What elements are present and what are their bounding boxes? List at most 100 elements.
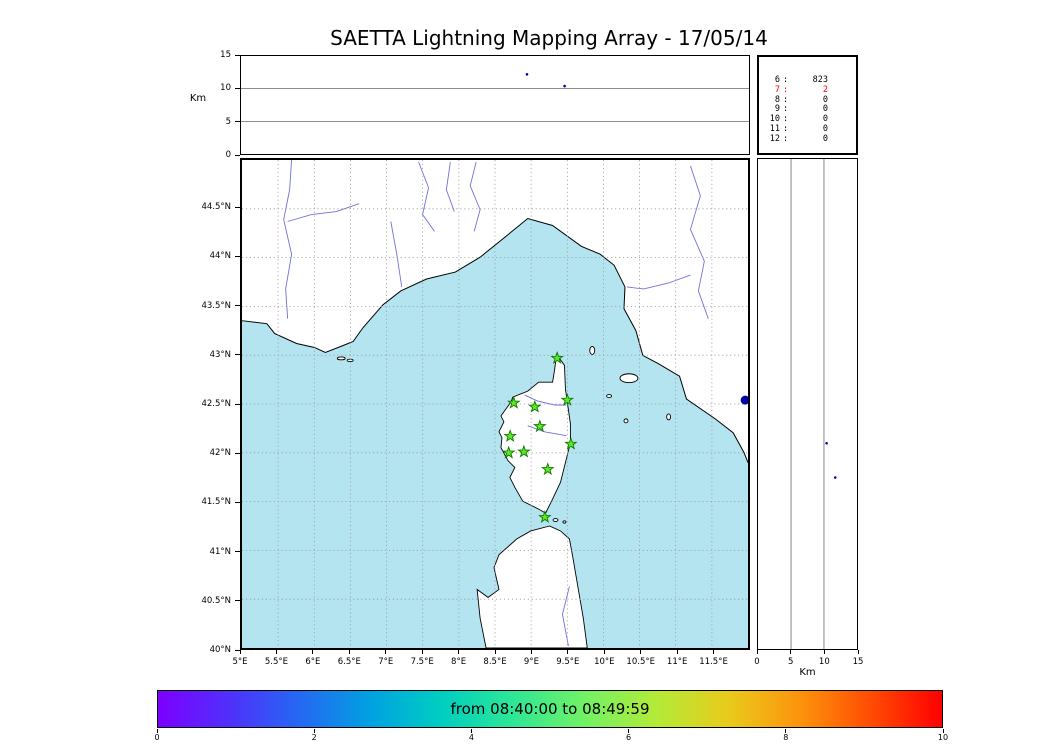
station-marker xyxy=(550,351,564,364)
longitude-tick-label: 5.5°E xyxy=(264,657,288,667)
station-marker xyxy=(503,429,517,443)
latitude-axis-tick-marks xyxy=(234,158,240,651)
alt-axis-tick-marks xyxy=(234,54,240,156)
longitude-tick-label: 8.5°E xyxy=(483,657,507,667)
station-count-n: 7 xyxy=(774,84,780,95)
latitude-tick-label: 40.5°N xyxy=(201,595,231,606)
station-count-colon: : xyxy=(783,84,789,95)
lightning-source-dot xyxy=(740,395,748,405)
lightning-source-dot xyxy=(825,441,828,445)
station-marker xyxy=(501,445,516,459)
altitude-latitude-canvas xyxy=(790,159,837,649)
tick-mark xyxy=(235,305,240,307)
colorbar-tick-label: 6 xyxy=(626,733,632,742)
tick-mark xyxy=(348,650,350,654)
tick-mark xyxy=(857,650,859,654)
sardinia xyxy=(476,525,588,648)
altitude-tick-label: 15 xyxy=(220,50,231,60)
map-canvas xyxy=(242,160,748,648)
lightning-source-dot xyxy=(833,476,837,479)
colorbar-tick-label: 4 xyxy=(468,733,474,742)
longitude-tick-label: 6.5°E xyxy=(337,657,361,667)
longitude-tick-label: 9.5°E xyxy=(556,657,580,667)
tick-mark xyxy=(628,729,630,733)
tick-mark xyxy=(156,729,158,733)
longitude-axis-tick-marks xyxy=(239,650,750,655)
longitude-tick-label: 11°E xyxy=(666,657,688,667)
tick-mark xyxy=(235,255,240,257)
tick-mark xyxy=(235,551,240,553)
tick-mark xyxy=(235,354,240,356)
latitude-tick-label: 42°N xyxy=(209,448,231,459)
altitude-latitude-panel xyxy=(757,158,858,650)
altitude-tick-label: 5 xyxy=(787,657,794,667)
mainland-coastline xyxy=(242,217,748,463)
altitude-tick-label: 0 xyxy=(754,657,760,667)
latitude-tick-label: 44.5°N xyxy=(201,202,231,213)
station-count-colon: : xyxy=(783,114,789,125)
colorbar-tick-label: 0 xyxy=(154,733,160,742)
island-montecristo xyxy=(623,418,629,424)
station-count-panel: 6: 823 7: 2 8: 0 9: 0 10: 0 11: 0 12: 0 xyxy=(757,55,858,155)
mainland-europe xyxy=(242,160,748,463)
altitude-tick-label: 5 xyxy=(225,116,231,127)
station-count-row: 12: 0 xyxy=(759,133,856,145)
station-count-rows: 6: 823 7: 2 8: 0 9: 0 10: 0 11: 0 12: 0 xyxy=(759,75,856,145)
island-pianosa xyxy=(606,394,613,398)
longitude-tick-label: 9°E xyxy=(523,657,539,667)
station-count-value: 0 xyxy=(822,114,828,125)
river xyxy=(626,274,691,290)
latitude-axis-labels: 44.5°N 44°N 43.5°N 43°N 42.5°N 42°N 41.5°N 41°N… xyxy=(149,158,234,655)
tick-mark xyxy=(823,650,825,654)
right-axis-km-label: Km xyxy=(799,667,816,678)
altitude-longitude-panel xyxy=(240,55,750,155)
station-marker xyxy=(533,419,547,433)
island-elba xyxy=(619,373,639,384)
tick-mark xyxy=(239,650,241,654)
latitude-tick-label: 41°N xyxy=(209,546,231,557)
station-count-n: 8 xyxy=(774,94,780,105)
station-marker xyxy=(528,399,542,413)
station-count-n: 9 xyxy=(774,104,780,115)
station-count-colon: : xyxy=(783,133,789,144)
colorbar-tick-label: 8 xyxy=(783,733,789,742)
longitude-tick-label: 7°E xyxy=(378,657,394,667)
tick-mark xyxy=(790,650,792,654)
longitude-tick-label: 10.5°E xyxy=(626,657,655,667)
alt-axis-km-label: Km xyxy=(189,93,207,104)
station-count-n: 10 xyxy=(769,114,780,125)
station-count-value: 823 xyxy=(812,75,828,85)
tick-mark xyxy=(313,729,315,733)
station-count-row: 11: 0 xyxy=(759,124,856,135)
altitude-tick-label: 10 xyxy=(818,657,830,667)
tick-mark xyxy=(235,121,240,123)
colorbar-tick-label: 10 xyxy=(937,733,949,742)
lightning-source-dot xyxy=(563,84,566,88)
river xyxy=(445,161,455,212)
tick-mark xyxy=(530,650,532,654)
tick-mark xyxy=(603,650,605,654)
river xyxy=(287,203,360,222)
altitude-tick-label: 10 xyxy=(220,83,231,94)
latitude-tick-label: 44°N xyxy=(209,251,231,262)
station-count-colon: : xyxy=(783,104,789,115)
tick-mark xyxy=(235,54,240,56)
tick-mark xyxy=(494,650,496,654)
colorbar-tick-label: 2 xyxy=(311,733,317,742)
longitude-tick-label: 10°E xyxy=(594,657,615,667)
station-marker xyxy=(564,436,578,450)
station-count-row: 6: 823 xyxy=(759,75,856,86)
tick-mark xyxy=(275,650,277,654)
lightning-source-dot xyxy=(525,73,529,76)
tick-mark xyxy=(235,501,240,503)
island-strait xyxy=(562,520,567,524)
colorbar-time-range-label: from 08:40:00 to 08:49:59 xyxy=(450,700,650,718)
tick-mark xyxy=(235,600,240,602)
rivers xyxy=(283,160,709,647)
station-count-value: 0 xyxy=(822,104,828,115)
latitude-tick-label: 42.5°N xyxy=(201,399,231,409)
tick-mark xyxy=(470,729,472,733)
tick-mark xyxy=(312,650,314,654)
tick-mark xyxy=(385,650,387,654)
